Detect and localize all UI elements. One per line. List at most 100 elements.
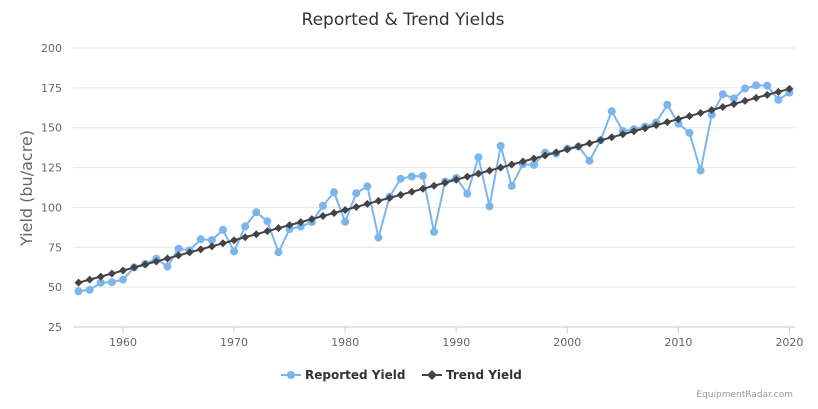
data-point-trend-yield-2010 (674, 115, 683, 124)
series-trend-yield (74, 84, 794, 287)
data-point-trend-yield-1997 (529, 154, 538, 163)
data-point-trend-yield-2005 (618, 130, 627, 139)
data-point-trend-yield-1992 (474, 169, 483, 178)
legend-item-trend-yield[interactable]: Trend Yield (422, 368, 522, 382)
data-point-trend-yield-1969 (218, 239, 227, 248)
data-point-trend-yield-1988 (430, 181, 438, 190)
data-point-reported-yield-1970 (230, 247, 239, 256)
data-point-trend-yield-1956 (74, 278, 83, 287)
data-point-trend-yield-1959 (107, 269, 116, 278)
legend-item-reported-yield[interactable]: Reported Yield (281, 368, 405, 382)
legend-marker-diamond-icon (427, 370, 437, 380)
data-point-trend-yield-1987 (418, 184, 427, 193)
data-point-reported-yield-2011 (685, 128, 694, 137)
data-point-reported-yield-1995 (507, 181, 516, 190)
y-tick-label-75: 75 (48, 241, 62, 254)
data-point-reported-yield-1983 (374, 233, 383, 242)
data-point-trend-yield-1999 (552, 148, 561, 157)
data-point-trend-yield-2004 (607, 133, 616, 142)
data-point-reported-yield-1964 (163, 262, 172, 271)
data-point-trend-yield-1995 (507, 160, 516, 169)
y-tick-label-25: 25 (48, 321, 62, 334)
data-point-reported-yield-2012 (696, 166, 705, 175)
data-point-reported-yield-2013 (707, 110, 716, 119)
data-point-reported-yield-1969 (218, 225, 227, 234)
chart-credit[interactable]: EquipmentRadar.com (696, 390, 793, 400)
data-point-trend-yield-1975 (285, 221, 294, 230)
data-point-trend-yield-1991 (463, 172, 472, 181)
data-point-reported-yield-1972 (252, 208, 261, 217)
data-point-reported-yield-2016 (741, 84, 750, 93)
data-point-trend-yield-1968 (207, 242, 216, 251)
data-point-trend-yield-1974 (274, 224, 283, 233)
data-point-reported-yield-1976 (296, 222, 305, 231)
legend-marker-circle-icon (287, 371, 295, 379)
data-point-trend-yield-1972 (252, 230, 261, 239)
data-point-reported-yield-2018 (763, 81, 772, 90)
y-tick-label-175: 175 (41, 82, 62, 95)
y-tick-label-200: 200 (41, 42, 62, 55)
y-tick-label-100: 100 (41, 201, 62, 214)
data-point-trend-yield-1976 (296, 218, 305, 227)
data-point-trend-yield-1996 (518, 157, 527, 166)
data-point-trend-yield-2014 (718, 102, 727, 111)
data-point-trend-yield-1983 (374, 196, 383, 205)
data-point-reported-yield-1956 (74, 287, 83, 296)
data-point-trend-yield-1966 (185, 248, 194, 257)
data-point-reported-yield-1986 (407, 172, 416, 181)
data-point-trend-yield-1982 (363, 199, 372, 208)
data-point-reported-yield-1971 (241, 222, 250, 231)
x-tick-label-1970: 1970 (220, 336, 248, 349)
data-point-trend-yield-1990 (452, 175, 461, 184)
data-point-trend-yield-2001 (574, 142, 583, 151)
x-tick-label-2020: 2020 (775, 336, 803, 349)
data-point-reported-yield-1982 (363, 182, 372, 191)
data-point-reported-yield-1987 (418, 171, 427, 180)
data-point-trend-yield-1967 (196, 245, 205, 254)
x-tick-label-1960: 1960 (109, 336, 137, 349)
data-point-trend-yield-1965 (174, 251, 183, 260)
x-tick-label-2000: 2000 (553, 336, 581, 349)
data-point-reported-yield-1973 (263, 217, 272, 226)
data-point-trend-yield-1971 (241, 233, 250, 242)
data-point-trend-yield-1964 (163, 254, 172, 263)
data-point-reported-yield-1981 (352, 189, 361, 198)
data-point-reported-yield-1993 (485, 202, 494, 211)
data-point-reported-yield-2014 (718, 90, 727, 99)
data-point-trend-yield-2012 (696, 109, 705, 118)
data-point-trend-yield-2006 (629, 127, 638, 136)
data-point-trend-yield-2000 (563, 145, 572, 154)
data-point-reported-yield-1994 (496, 141, 505, 150)
legend-label-reported-yield: Reported Yield (305, 368, 405, 382)
y-tick-label-150: 150 (41, 122, 62, 135)
data-point-trend-yield-1957 (85, 275, 94, 284)
data-point-trend-yield-1980 (341, 205, 350, 214)
data-point-trend-yield-2008 (652, 121, 661, 130)
y-tick-label-125: 125 (41, 162, 62, 175)
data-point-reported-yield-1965 (174, 244, 183, 253)
data-point-reported-yield-1978 (318, 201, 327, 210)
data-point-reported-yield-2002 (585, 156, 594, 165)
x-tick-label-2010: 2010 (664, 336, 692, 349)
data-point-reported-yield-1979 (330, 188, 339, 197)
data-point-trend-yield-1978 (318, 212, 327, 221)
data-point-trend-yield-1986 (407, 187, 416, 196)
data-point-reported-yield-1967 (196, 235, 205, 244)
data-point-trend-yield-1977 (307, 215, 316, 224)
data-point-trend-yield-1958 (96, 272, 105, 281)
data-point-trend-yield-1984 (385, 193, 394, 202)
data-point-trend-yield-1962 (141, 260, 150, 269)
data-point-reported-yield-1958 (96, 278, 105, 287)
data-point-trend-yield-2003 (596, 136, 605, 145)
data-point-trend-yield-1979 (330, 209, 339, 218)
data-point-reported-yield-2015 (729, 94, 738, 103)
data-point-reported-yield-1997 (529, 160, 538, 169)
data-point-reported-yield-2017 (752, 81, 761, 90)
data-point-trend-yield-2013 (707, 106, 716, 115)
data-point-trend-yield-2018 (763, 90, 772, 99)
data-point-trend-yield-2015 (729, 99, 738, 108)
legend[interactable]: Reported Yield Trend Yield (281, 368, 522, 382)
data-point-trend-yield-1970 (230, 236, 239, 245)
data-point-reported-yield-1980 (341, 217, 350, 226)
